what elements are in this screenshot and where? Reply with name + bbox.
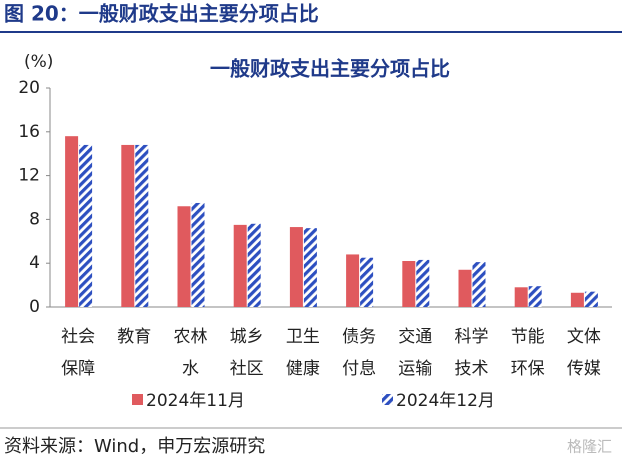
bar [472,262,486,307]
x-tick-label: 城乡 社区 [229,327,264,379]
y-tick-label: 12 [18,166,40,186]
x-tick-label: 节能 环保 [510,327,545,379]
bar [233,224,247,307]
bar [514,287,528,307]
bar [360,257,374,307]
legend-swatch [132,394,143,405]
bar [191,202,205,307]
header-title: 图 20：一般财政支出主要分项占比 [4,2,319,26]
y-axis-label: (%) [24,52,53,72]
x-tick-label: 交通 运输 [398,327,433,379]
bar [135,144,149,307]
watermark: 格隆汇 [567,438,612,456]
bar [79,144,93,307]
x-tick-label: 教育 [117,327,152,347]
legend-swatch [382,394,393,405]
bar [346,254,360,307]
source: 资料来源：Wind，申万宏源研究 [4,436,265,457]
y-tick-label: 16 [18,122,40,142]
y-tick-label: 4 [29,253,40,273]
bar [177,206,191,307]
x-tick-label: 农林 水 [173,327,208,379]
legend-label: 2024年12月 [396,391,495,411]
bar [458,269,472,307]
bar [402,261,416,307]
y-tick-label: 8 [29,209,40,229]
bar [570,292,584,307]
bar [303,228,317,307]
bar [416,259,430,307]
chart-title: 一般财政支出主要分项占比 [210,57,450,81]
bar [289,227,303,307]
legend-label: 2024年11月 [146,391,245,411]
x-tick-label: 社会 保障 [61,327,96,379]
bar [247,223,261,307]
y-tick-label: 0 [29,297,40,317]
bar [584,291,598,307]
x-tick-label: 科学 技术 [454,327,489,379]
x-tick-label: 文体 传媒 [566,327,601,379]
bar [65,136,79,307]
x-tick-label: 债务 付息 [342,327,377,379]
bar [121,144,135,307]
y-tick-label: 20 [18,78,40,98]
bar [528,286,542,307]
x-tick-label: 卫生 健康 [285,327,320,379]
